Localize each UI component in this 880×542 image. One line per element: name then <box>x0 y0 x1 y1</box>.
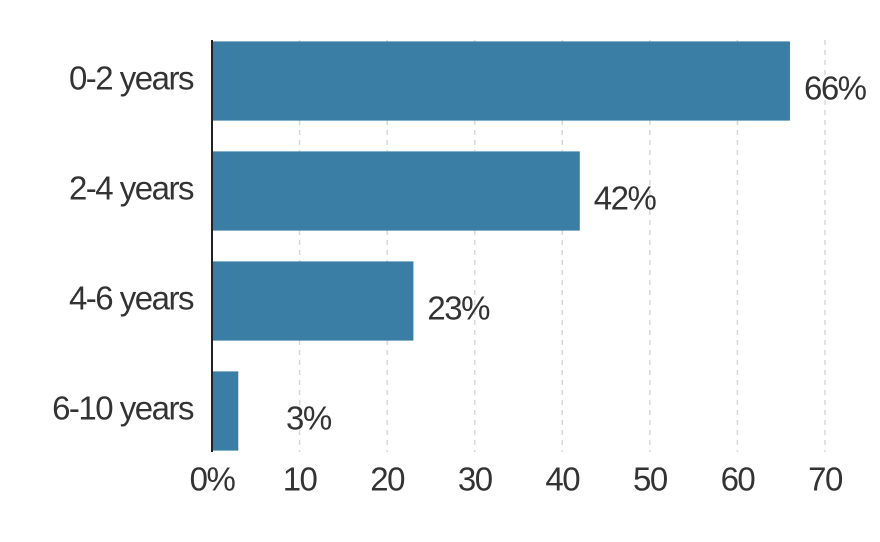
x-tick-label: 40 <box>545 461 580 498</box>
x-tick-label: 10 <box>283 461 318 498</box>
bar <box>212 41 790 121</box>
x-tick-label: 30 <box>458 461 493 498</box>
y-tick-label: 0-2 years <box>69 60 194 97</box>
bar <box>212 371 239 451</box>
y-tick-label: 4-6 years <box>69 280 194 317</box>
x-tick-label: 20 <box>370 461 405 498</box>
y-tick-label: 2-4 years <box>69 170 194 207</box>
x-tick-label: 70 <box>808 461 843 498</box>
x-tick-label: 60 <box>721 461 756 498</box>
y-tick-label: 6-10 years <box>52 390 194 427</box>
value-label: 42% <box>594 180 657 217</box>
x-tick-label: 0% <box>190 461 236 498</box>
value-label: 66% <box>804 70 867 107</box>
bar <box>212 261 414 341</box>
x-tick-label: 50 <box>633 461 668 498</box>
value-label: 3% <box>286 400 332 437</box>
bar <box>212 151 580 231</box>
value-label: 23% <box>427 290 490 327</box>
